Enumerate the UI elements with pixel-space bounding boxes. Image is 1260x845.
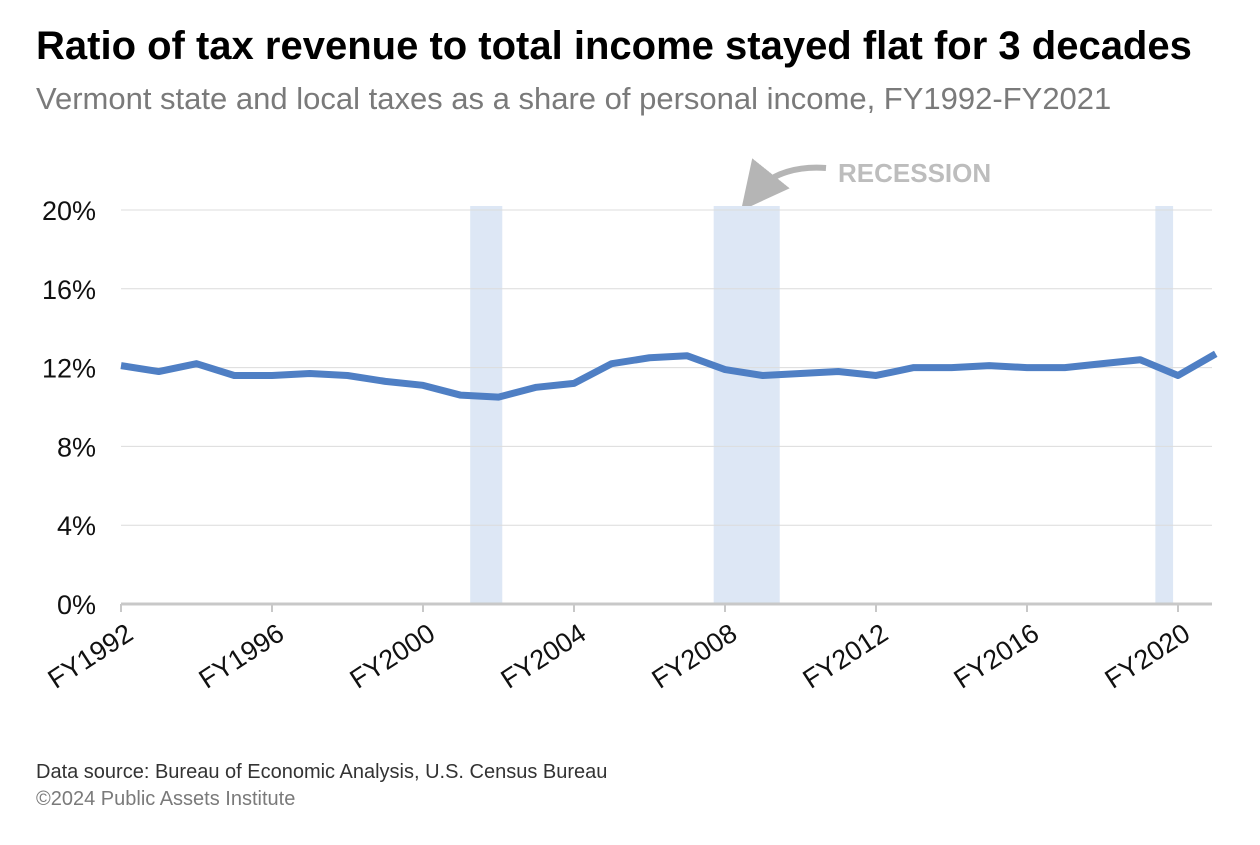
annotation-arrow (740, 158, 827, 211)
y-tick-label: 12% (42, 354, 96, 384)
recession-band (1155, 206, 1174, 604)
annotation: RECESSION (838, 158, 991, 188)
x-tick-label: FY2008 (647, 618, 743, 695)
chart-title: Ratio of tax revenue to total income sta… (36, 24, 1192, 68)
x-tick-label: FY2004 (496, 618, 592, 695)
x-tick-label: FY1996 (194, 618, 290, 695)
chart-subtitle: Vermont state and local taxes as a share… (36, 81, 1112, 116)
x-tick-label: FY1992 (43, 618, 139, 695)
y-tick-label: 20% (42, 196, 96, 226)
x-tick-label: FY2000 (345, 618, 441, 695)
y-tick-label: 4% (57, 511, 96, 541)
y-tick-label: 8% (57, 432, 96, 462)
data-line (120, 350, 1218, 401)
header: Ratio of tax revenue to total income sta… (36, 24, 1236, 127)
x-tick-label: FY2016 (949, 618, 1045, 695)
x-tick-label: FY2012 (798, 618, 894, 695)
recession-band (470, 206, 503, 604)
y-tick-label: 0% (57, 590, 96, 620)
x-tick-label: FY2020 (1100, 618, 1196, 695)
recession-band (713, 206, 780, 604)
copyright: ©2024 Public Assets Institute (36, 788, 295, 810)
y-tick-label: 16% (42, 275, 96, 305)
source: Data source: Bureau of Economic Analysis… (36, 761, 607, 783)
